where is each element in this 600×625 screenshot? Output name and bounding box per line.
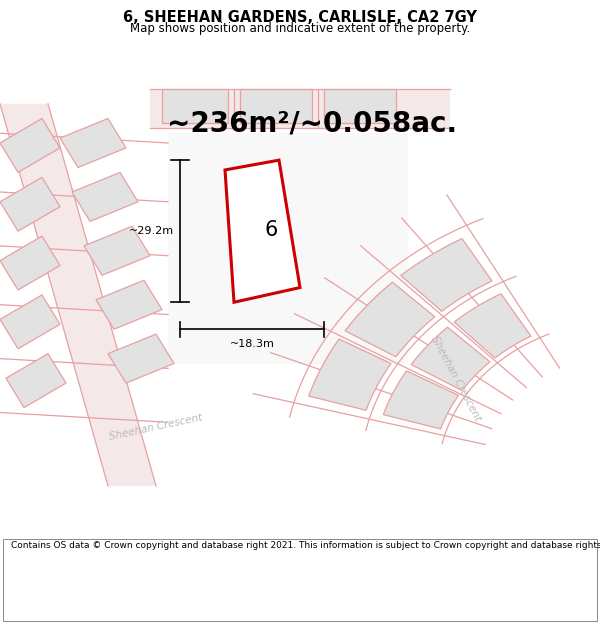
Polygon shape [60, 119, 126, 168]
Polygon shape [0, 119, 60, 172]
Polygon shape [225, 160, 300, 302]
Text: Map shows position and indicative extent of the property.: Map shows position and indicative extent… [130, 22, 470, 35]
Polygon shape [108, 334, 174, 383]
Polygon shape [0, 295, 60, 349]
Polygon shape [6, 354, 66, 408]
Polygon shape [383, 371, 458, 429]
Polygon shape [454, 294, 531, 358]
Polygon shape [345, 282, 435, 357]
Polygon shape [162, 89, 228, 123]
Text: 6, SHEEHAN GARDENS, CARLISLE, CA2 7GY: 6, SHEEHAN GARDENS, CARLISLE, CA2 7GY [123, 10, 477, 25]
Polygon shape [150, 89, 450, 128]
Polygon shape [308, 339, 391, 410]
Text: Contains OS data © Crown copyright and database right 2021. This information is : Contains OS data © Crown copyright and d… [11, 541, 600, 550]
Text: 6: 6 [265, 220, 278, 240]
Polygon shape [0, 177, 60, 231]
Text: Sheehan Crescent: Sheehan Crescent [429, 334, 483, 422]
Text: ~29.2m: ~29.2m [129, 226, 174, 236]
Polygon shape [240, 89, 312, 123]
Polygon shape [96, 280, 162, 329]
Polygon shape [84, 226, 150, 275]
Polygon shape [168, 133, 408, 364]
Polygon shape [401, 239, 492, 311]
Polygon shape [72, 173, 138, 221]
Polygon shape [411, 328, 490, 391]
Polygon shape [324, 89, 396, 123]
Polygon shape [0, 104, 156, 486]
Text: Sheehan Crescent: Sheehan Crescent [109, 412, 203, 442]
Text: ~236m²/~0.058ac.: ~236m²/~0.058ac. [167, 109, 457, 138]
Polygon shape [0, 236, 60, 290]
Text: ~18.3m: ~18.3m [230, 339, 274, 349]
